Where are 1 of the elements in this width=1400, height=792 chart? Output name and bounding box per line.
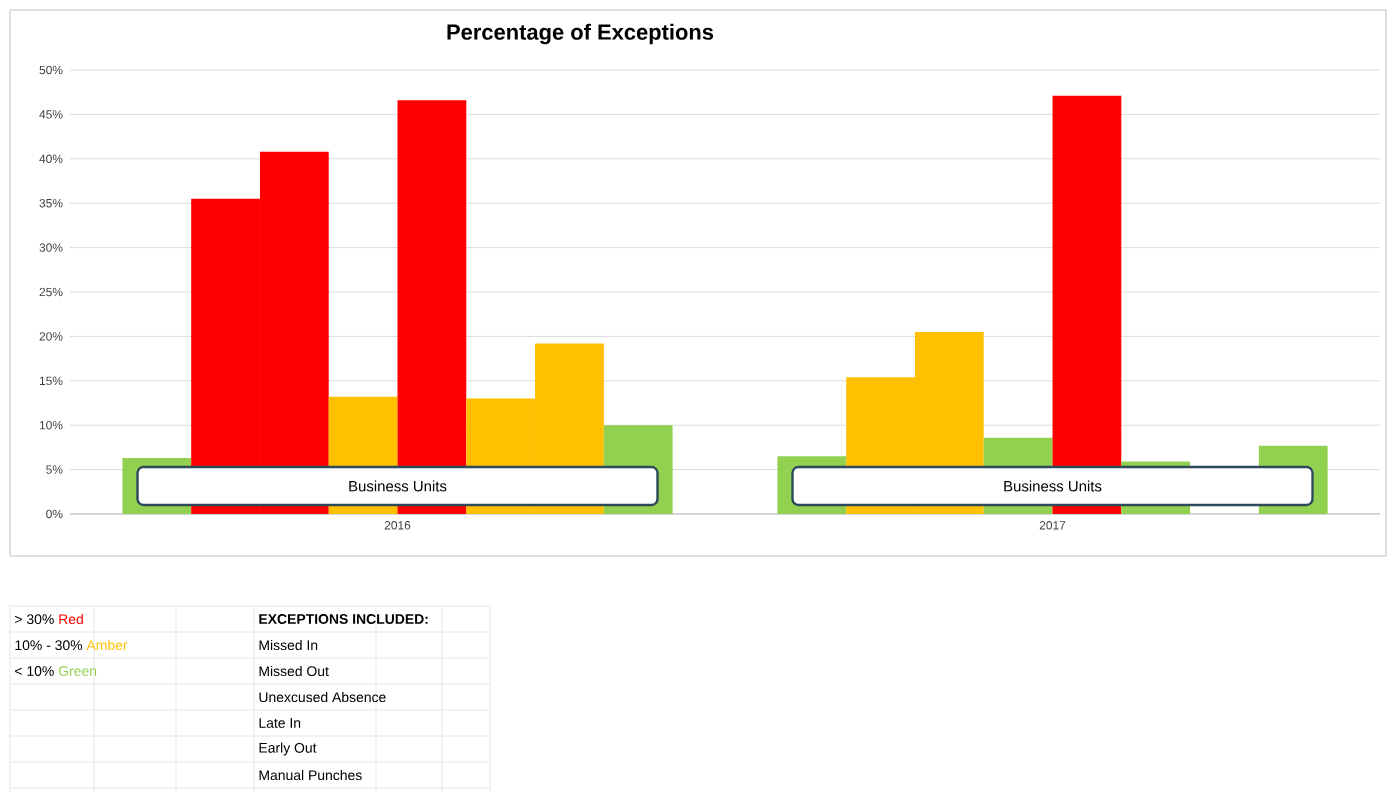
chart-title: Percentage of Exceptions (447, 23, 714, 45)
